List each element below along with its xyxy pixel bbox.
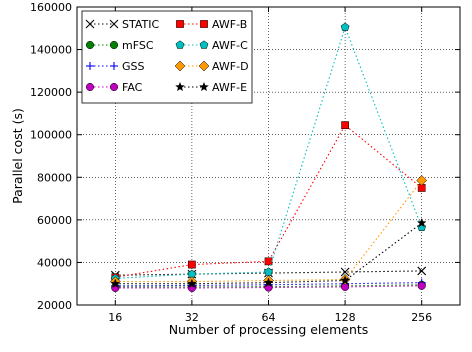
- data-point-awf-e: [187, 278, 197, 288]
- data-point-static: [417, 266, 427, 276]
- data-point-awf-e: [416, 218, 427, 228]
- data-point-awf-b: [264, 257, 273, 266]
- x-tick-label: 64: [262, 311, 276, 324]
- legend-marker: [109, 82, 119, 92]
- data-point-awf-c: [264, 267, 273, 276]
- legend-entry-awf-e: AWF-E: [175, 81, 247, 94]
- series-line-awf-b: [115, 124, 423, 278]
- legend-label: STATIC: [122, 18, 159, 31]
- legend: STATIC mFSC GSS FAC AWF-B AWF-C AWF-D AWF-E: [81, 10, 253, 104]
- legend-marker: [85, 82, 95, 92]
- x-tick-label: 16: [108, 311, 122, 324]
- legend-label: AWF-E: [212, 81, 247, 94]
- legend-marker: [109, 40, 119, 50]
- legend-marker: [175, 81, 185, 92]
- legend-marker: [199, 40, 209, 49]
- y-axis-label: Parallel cost (s): [10, 108, 25, 204]
- legend-marker: [86, 62, 94, 70]
- y-tick-label: 100000: [30, 129, 72, 142]
- x-axis-label: Number of processing elements: [169, 322, 369, 337]
- legend-entry-mfsc: mFSC: [85, 39, 154, 52]
- legend-label: AWF-D: [212, 60, 249, 73]
- data-point-awf-c: [340, 22, 350, 31]
- y-tick-label: 20000: [37, 299, 72, 312]
- legend-entry-awf-d: AWF-D: [174, 60, 249, 73]
- legend-label: FAC: [122, 81, 143, 94]
- y-tick-label: 120000: [30, 86, 72, 99]
- x-tick-label: 256: [411, 311, 432, 324]
- legend-marker: [110, 62, 118, 70]
- data-point-awf-e: [110, 278, 121, 288]
- data-point-awf-d: [416, 175, 428, 186]
- legend-marker: [175, 40, 185, 49]
- legend-marker: [109, 19, 119, 29]
- data-point-awf-b: [341, 121, 349, 129]
- legend-entry-static: STATIC: [85, 18, 159, 31]
- axes: 20000 40000 60000 80000 100000 120000 140000 16…: [30, 1, 461, 324]
- series-group: [109, 22, 428, 293]
- legend-label: AWF-B: [212, 18, 247, 31]
- legend-entry-gss: GSS: [86, 60, 145, 73]
- data-point-awf-e: [263, 277, 274, 287]
- legend-label: mFSC: [122, 39, 154, 52]
- data-point-fac: [417, 281, 426, 290]
- y-tick-label: 60000: [37, 214, 72, 227]
- x-tick-label: 128: [335, 311, 356, 324]
- legend-marker: [174, 60, 186, 72]
- legend-label: GSS: [122, 60, 145, 73]
- y-tick-label: 40000: [37, 256, 72, 269]
- data-point-awf-b: [188, 260, 196, 269]
- legend-label: AWF-C: [212, 39, 248, 52]
- y-tick-label: 160000: [30, 1, 72, 14]
- y-tick-label: 140000: [30, 44, 72, 57]
- legend-marker: [85, 19, 95, 29]
- legend-entry-fac: FAC: [85, 81, 143, 94]
- y-tick-label: 80000: [37, 171, 72, 184]
- legend-marker: [176, 20, 184, 28]
- legend-entry-awf-b: AWF-B: [176, 18, 247, 31]
- x-tick-label: 32: [185, 311, 199, 324]
- legend-marker: [200, 20, 208, 28]
- series-awf-e: [110, 218, 427, 288]
- legend-entry-awf-c: AWF-C: [175, 39, 248, 52]
- data-point-awf-e: [340, 275, 350, 285]
- legend-marker: [85, 40, 95, 50]
- legend-marker: [198, 60, 210, 72]
- series-line-awf-d: [115, 180, 423, 283]
- legend-marker: [199, 81, 209, 92]
- data-point-static: [340, 267, 350, 277]
